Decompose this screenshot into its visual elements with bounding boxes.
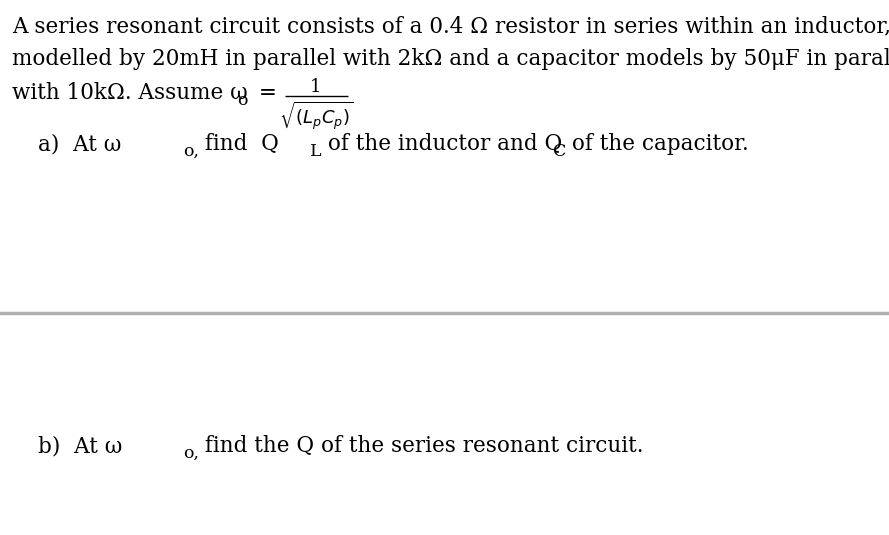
Text: 1: 1 xyxy=(309,78,321,96)
Text: C: C xyxy=(553,143,566,160)
Text: a)  At ω: a) At ω xyxy=(38,133,121,155)
Text: L: L xyxy=(310,143,322,160)
Text: with 10kΩ. Assume ω: with 10kΩ. Assume ω xyxy=(12,82,248,104)
Text: find the Q of the series resonant circuit.: find the Q of the series resonant circui… xyxy=(198,435,644,457)
Text: of the capacitor.: of the capacitor. xyxy=(565,133,749,155)
Text: A series resonant circuit consists of a 0.4 Ω resistor in series within an induc: A series resonant circuit consists of a … xyxy=(12,15,889,37)
Text: b)  At ω: b) At ω xyxy=(38,435,123,457)
Text: o,: o, xyxy=(183,143,199,160)
Text: o: o xyxy=(237,92,247,109)
Text: =: = xyxy=(252,82,276,104)
Text: o,: o, xyxy=(183,445,199,462)
Text: find  Q: find Q xyxy=(198,133,279,155)
Text: of the inductor and Q: of the inductor and Q xyxy=(321,133,562,155)
Text: $\sqrt{(L_pC_p)}$: $\sqrt{(L_pC_p)}$ xyxy=(279,100,353,132)
Text: modelled by 20mH in parallel with 2kΩ and a capacitor models by 50μF in parallel: modelled by 20mH in parallel with 2kΩ an… xyxy=(12,48,889,70)
